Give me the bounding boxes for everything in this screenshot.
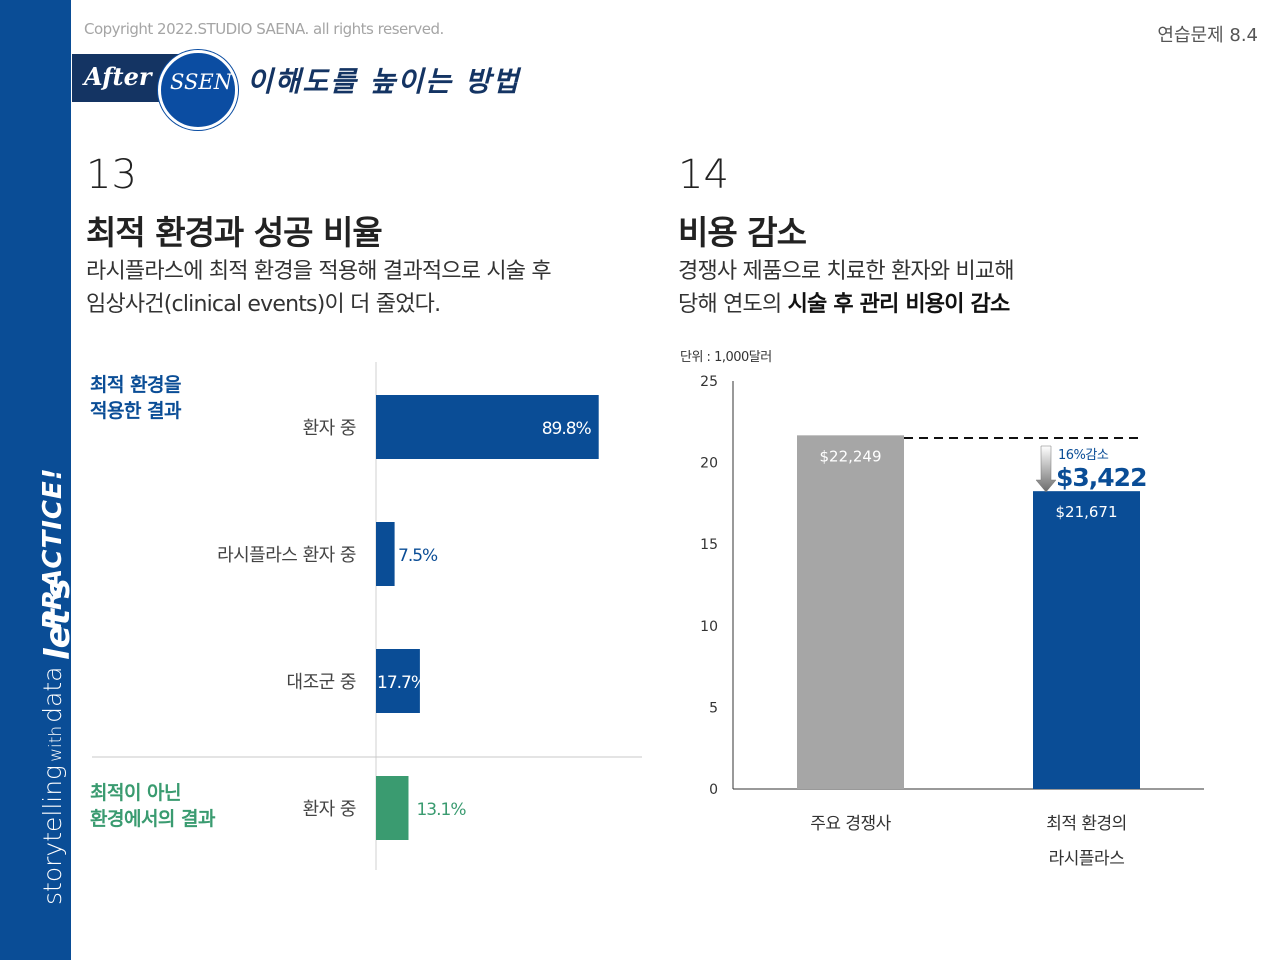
unit-label: 단위 : 1,000달러	[680, 350, 772, 365]
h-bar-category-1: 환자 중	[303, 418, 356, 439]
h-bar-category-2: 라시플라스 환자 중	[217, 545, 356, 566]
v-bar-1	[797, 435, 904, 789]
v-bar-category-2-line-2: 라시플라스	[1049, 849, 1125, 869]
left-section-number: 13	[86, 152, 137, 198]
h-bar-4	[376, 776, 409, 840]
v-bar-2	[1033, 491, 1140, 789]
y-tick-label-20: 20	[700, 456, 718, 472]
right-section-title: 비용 감소	[678, 213, 807, 252]
h-bar-3	[376, 649, 420, 713]
sidebar	[0, 0, 71, 960]
copyright: Copyright 2022.STUDIO SAENA. all rights …	[84, 20, 444, 38]
h-bar-value-label-1: 89.8%	[542, 419, 592, 439]
right-desc-line1: 경쟁사 제품으로 치료한 환자와 비교해	[678, 259, 1015, 284]
logo-ssen-text: SSEN	[170, 70, 233, 94]
left-section-desc: 라시플라스에 최적 환경을 적용해 결과적으로 시술 후 임상사건(clinic…	[86, 255, 552, 321]
v-bar-value-label-2: $21,671	[1055, 503, 1117, 521]
y-tick-label-10: 10	[700, 619, 718, 635]
left-desc-line2: 임상사건(clinical events)이 더 줄었다.	[86, 292, 441, 317]
logo-ssen-circle	[158, 50, 238, 130]
h-bar-value-label-3: 17.7%	[377, 673, 427, 693]
h-bar-1	[376, 395, 599, 459]
right-section-number: 14	[678, 152, 729, 198]
h-bar-value-label-2: 7.5%	[398, 546, 438, 566]
v-bar-category-1-line-1: 주요 경쟁사	[810, 814, 891, 834]
group1-line2: 적용한 결과	[90, 400, 182, 422]
h-bar-2	[376, 522, 395, 586]
v-bar-value-label-1: $22,249	[819, 447, 881, 465]
header-title: 이해도를 높이는 방법	[247, 65, 521, 98]
h-bar-category-3: 대조군 중	[287, 672, 356, 693]
page-label: 연습문제 8.4	[1157, 25, 1258, 46]
y-tick-label-0: 0	[709, 782, 718, 798]
group1-line1: 최적 환경을	[90, 374, 182, 396]
down-arrow-icon	[1035, 445, 1057, 493]
h-bar-category-4: 환자 중	[303, 799, 356, 820]
left-desc-line1: 라시플라스에 최적 환경을 적용해 결과적으로 시술 후	[86, 259, 552, 284]
y-tick-label-15: 15	[700, 537, 718, 553]
y-tick-label-5: 5	[709, 700, 718, 716]
group2-line1: 최적이 아닌	[90, 782, 182, 804]
logo-after-text: After	[84, 62, 152, 91]
reduction-percent-label: 16%감소	[1058, 448, 1109, 463]
y-tick-label-25: 25	[700, 374, 718, 390]
right-section-desc: 경쟁사 제품으로 치료한 환자와 비교해 당해 연도의 시술 후 관리 비용이 …	[678, 255, 1015, 321]
group2-line2: 환경에서의 결과	[90, 808, 215, 830]
v-bar-category-2-line-1: 최적 환경의	[1046, 814, 1127, 834]
right-desc-line2: 당해 연도의 시술 후 관리 비용이 감소	[678, 292, 1010, 317]
reduction-value-label: $3,422	[1056, 463, 1146, 492]
group1-label: 최적 환경을 적용한 결과	[90, 372, 182, 424]
left-section-title: 최적 환경과 성공 비율	[86, 213, 383, 252]
h-bar-value-label-4: 13.1%	[416, 800, 466, 820]
group2-label: 최적이 아닌 환경에서의 결과	[90, 780, 215, 832]
